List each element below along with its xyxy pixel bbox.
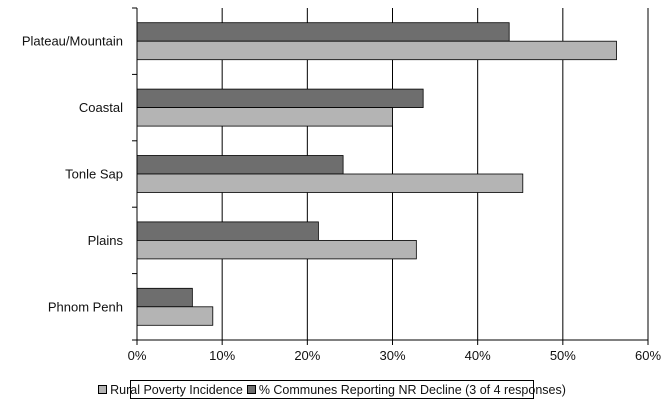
- bar-rural-poverty: [136, 306, 214, 326]
- bars: [136, 22, 617, 326]
- bar-nr-decline: [136, 221, 319, 241]
- y-category-label: Phnom Penh: [48, 299, 123, 314]
- legend-item-rural-poverty: Rural Poverty Incidence: [98, 383, 243, 397]
- x-tick-label: 50%: [550, 348, 576, 363]
- legend: Rural Poverty Incidence % Communes Repor…: [98, 380, 566, 399]
- y-category-label: Plateau/Mountain: [22, 34, 123, 49]
- x-tick-label: 10%: [209, 348, 235, 363]
- y-category-label: Tonle Sap: [65, 167, 123, 182]
- bar-rural-poverty: [136, 107, 393, 127]
- x-tick-label: 30%: [379, 348, 405, 363]
- x-tick-label: 60%: [635, 348, 661, 363]
- y-category-labels: Plateau/Mountain Coastal Tonle Sap Plains Ph…: [22, 34, 124, 315]
- bar-nr-decline: [136, 88, 424, 108]
- x-tick-label: 20%: [294, 348, 320, 363]
- x-tick-labels: 0% 10% 20% 30% 40% 50% 60%: [128, 348, 662, 363]
- x-tick-label: 0%: [128, 348, 147, 363]
- bar-rural-poverty: [136, 239, 417, 260]
- y-category-label: Coastal: [79, 100, 123, 115]
- bar-nr-decline: [136, 287, 193, 308]
- bar-nr-decline: [136, 22, 510, 42]
- legend-item-nr-decline: % Communes Reporting NR Decline (3 of 4 …: [246, 382, 566, 397]
- legend-label-rural-poverty: Rural Poverty Incidence: [110, 382, 243, 397]
- x-tick-label: 40%: [465, 348, 491, 363]
- legend-swatch-nr-decline: [246, 385, 256, 394]
- bar-rural-poverty: [136, 40, 617, 61]
- legend-swatch-rural-poverty: [98, 385, 108, 394]
- legend-label-nr-decline: % Communes Reporting NR Decline (3 of 4 …: [258, 382, 566, 397]
- bar-rural-poverty: [136, 173, 524, 193]
- y-category-label: Plains: [88, 233, 124, 248]
- axes: [132, 7, 649, 345]
- bar-nr-decline: [136, 155, 344, 175]
